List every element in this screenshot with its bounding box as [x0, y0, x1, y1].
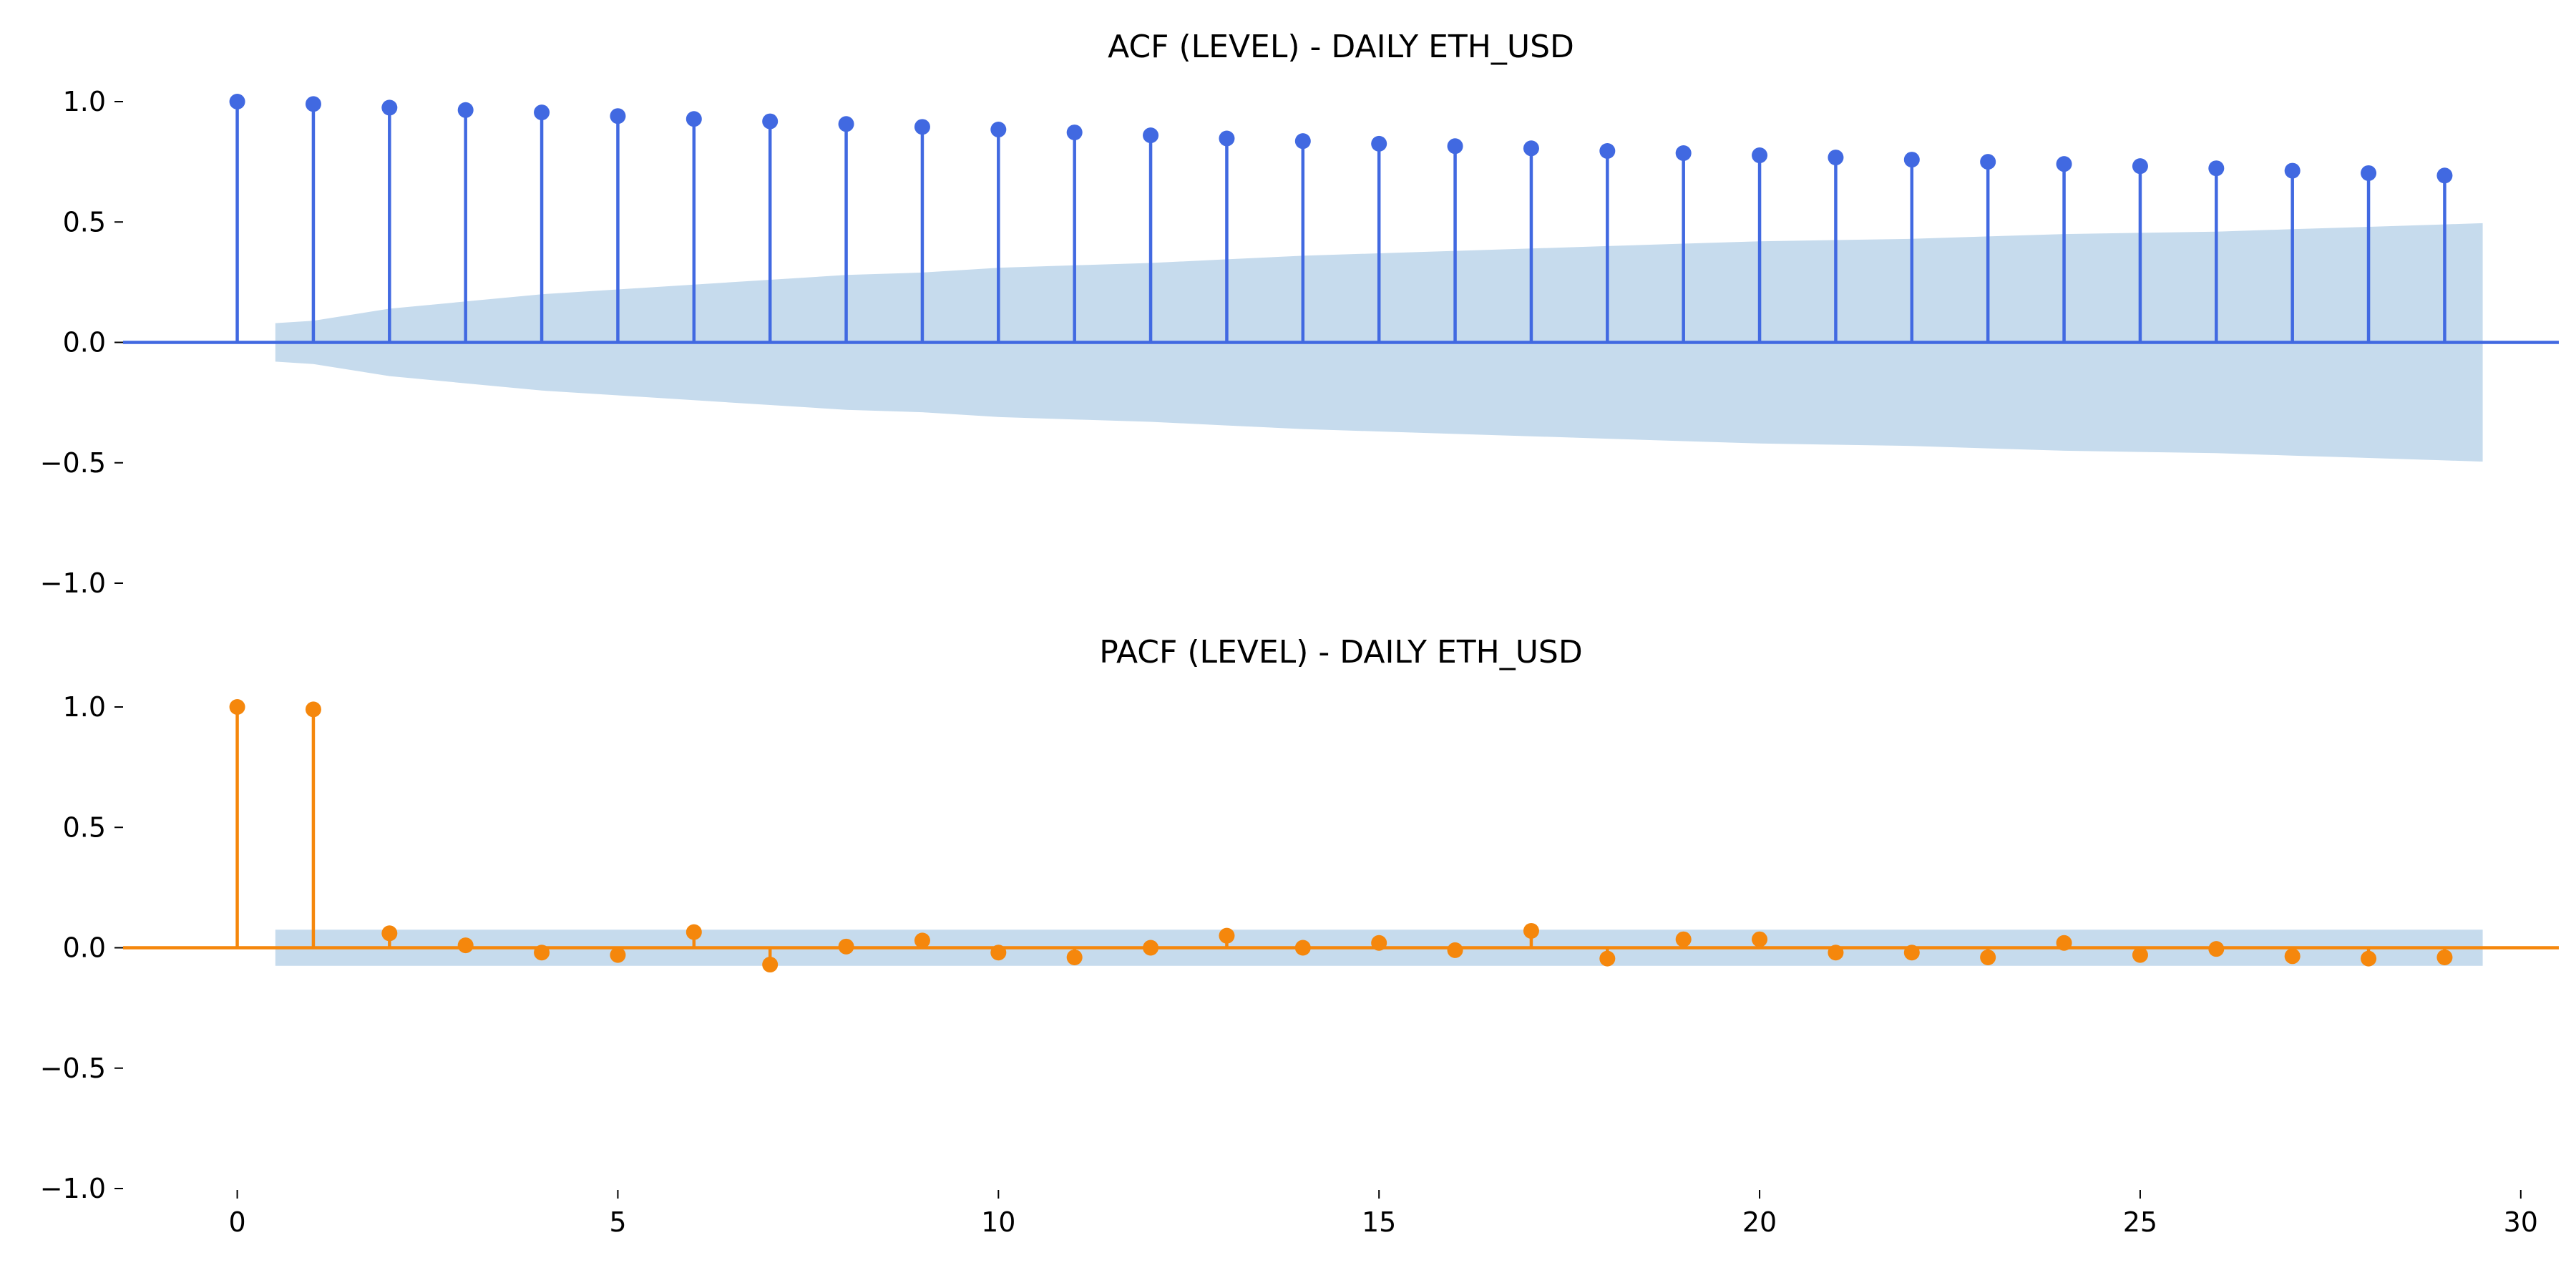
pacf-marker-24 [2056, 935, 2072, 951]
pacf-stems [123, 699, 2559, 973]
pacf-x-axis-ticks: 0 5 10 15 20 25 30 [228, 1190, 2538, 1238]
pacf-title: PACF (LEVEL) - DAILY ETH_USD [1099, 634, 1582, 670]
acf-marker-1 [305, 96, 321, 112]
pacf-xtick-label: 10 [981, 1206, 1015, 1238]
pacf-marker-5 [610, 947, 626, 963]
pacf-ytick-label: 0.0 [63, 932, 106, 964]
pacf-marker-6 [686, 924, 702, 940]
pacf-marker-19 [1675, 931, 1692, 947]
acf-marker-19 [1675, 145, 1692, 162]
pacf-marker-27 [2284, 948, 2301, 965]
pacf-marker-16 [1447, 942, 1463, 958]
acf-ytick-label: 0.5 [63, 206, 106, 238]
acf-marker-18 [1599, 142, 1616, 159]
acf-marker-21 [1828, 150, 1844, 166]
acf-ytick-label: −0.5 [40, 447, 106, 479]
pacf-marker-22 [1903, 945, 1920, 961]
pacf-marker-26 [2208, 941, 2225, 957]
acf-marker-13 [1219, 130, 1235, 147]
acf-marker-17 [1523, 140, 1539, 157]
acf-marker-27 [2284, 162, 2301, 179]
acf-marker-4 [534, 104, 550, 121]
acf-marker-24 [2056, 156, 2072, 172]
acf-marker-12 [1143, 127, 1159, 144]
acf-marker-8 [838, 116, 854, 132]
pacf-ytick-label: −1.0 [40, 1173, 106, 1204]
pacf-xtick-label: 20 [1742, 1206, 1777, 1238]
pacf-marker-10 [990, 945, 1007, 961]
acf-marker-11 [1066, 125, 1083, 141]
pacf-xtick-label: 5 [609, 1206, 626, 1238]
pacf-marker-28 [2361, 950, 2377, 967]
acf-marker-28 [2361, 165, 2377, 181]
pacf-marker-20 [1752, 931, 1768, 947]
acf-title: ACF (LEVEL) - DAILY ETH_USD [1108, 29, 1574, 65]
acf-marker-25 [2132, 158, 2148, 175]
pacf-marker-12 [1143, 940, 1159, 956]
pacf-marker-21 [1828, 945, 1844, 961]
pacf-ytick-label: 0.5 [63, 811, 106, 843]
pacf-marker-3 [457, 937, 474, 954]
acf-marker-14 [1294, 133, 1311, 150]
pacf-marker-9 [914, 932, 930, 949]
acf-marker-7 [762, 113, 779, 130]
acf-marker-10 [990, 122, 1007, 138]
acf-marker-22 [1903, 152, 1920, 168]
pacf-xtick-label: 25 [2123, 1206, 2157, 1238]
pacf-marker-4 [534, 945, 550, 961]
acf-marker-29 [2436, 167, 2453, 184]
acf-panel: ACF (LEVEL) - DAILY ETH_USD 1.0 0.5 0.0 −0.… [40, 29, 2559, 599]
pacf-y-axis-ticks: 1.0 0.5 0.0 −0.5 −1.0 [40, 691, 123, 1204]
pacf-marker-23 [1980, 949, 1996, 965]
acf-stems [123, 94, 2559, 344]
acf-y-axis-ticks: 1.0 0.5 0.0 −0.5 −1.0 [40, 86, 123, 599]
pacf-marker-17 [1523, 922, 1539, 939]
pacf-xtick-label: 15 [1362, 1206, 1396, 1238]
acf-marker-26 [2208, 160, 2225, 177]
pacf-ytick-label: 1.0 [63, 691, 106, 723]
pacf-marker-13 [1219, 927, 1235, 944]
pacf-marker-14 [1294, 940, 1311, 956]
pacf-marker-25 [2132, 947, 2148, 963]
acf-marker-9 [914, 119, 930, 135]
pacf-marker-29 [2436, 949, 2453, 965]
acf-marker-6 [686, 111, 702, 127]
acf-ytick-label: −1.0 [40, 567, 106, 599]
pacf-marker-11 [1066, 949, 1083, 965]
acf-ytick-label: 0.0 [63, 327, 106, 358]
pacf-marker-0 [229, 699, 245, 715]
pacf-xtick-label: 0 [228, 1206, 245, 1238]
acf-marker-5 [610, 108, 626, 125]
pacf-ytick-label: −0.5 [40, 1053, 106, 1084]
pacf-xtick-label: 30 [2504, 1206, 2538, 1238]
pacf-marker-2 [381, 925, 398, 942]
acf-marker-0 [229, 94, 245, 109]
acf-marker-23 [1980, 154, 1996, 170]
acf-marker-16 [1447, 138, 1463, 155]
pacf-marker-1 [305, 701, 321, 718]
pacf-marker-15 [1371, 935, 1387, 951]
pacf-marker-8 [838, 938, 854, 955]
pacf-marker-7 [762, 957, 779, 973]
pacf-marker-18 [1599, 950, 1616, 967]
acf-ytick-label: 1.0 [63, 86, 106, 117]
acf-marker-3 [457, 102, 474, 118]
acf-marker-15 [1371, 135, 1387, 152]
acf-marker-20 [1752, 147, 1768, 164]
acf-marker-2 [381, 99, 398, 116]
pacf-panel: PACF (LEVEL) - DAILY ETH_USD 1.0 0.5 0.0 −0… [40, 634, 2559, 1238]
